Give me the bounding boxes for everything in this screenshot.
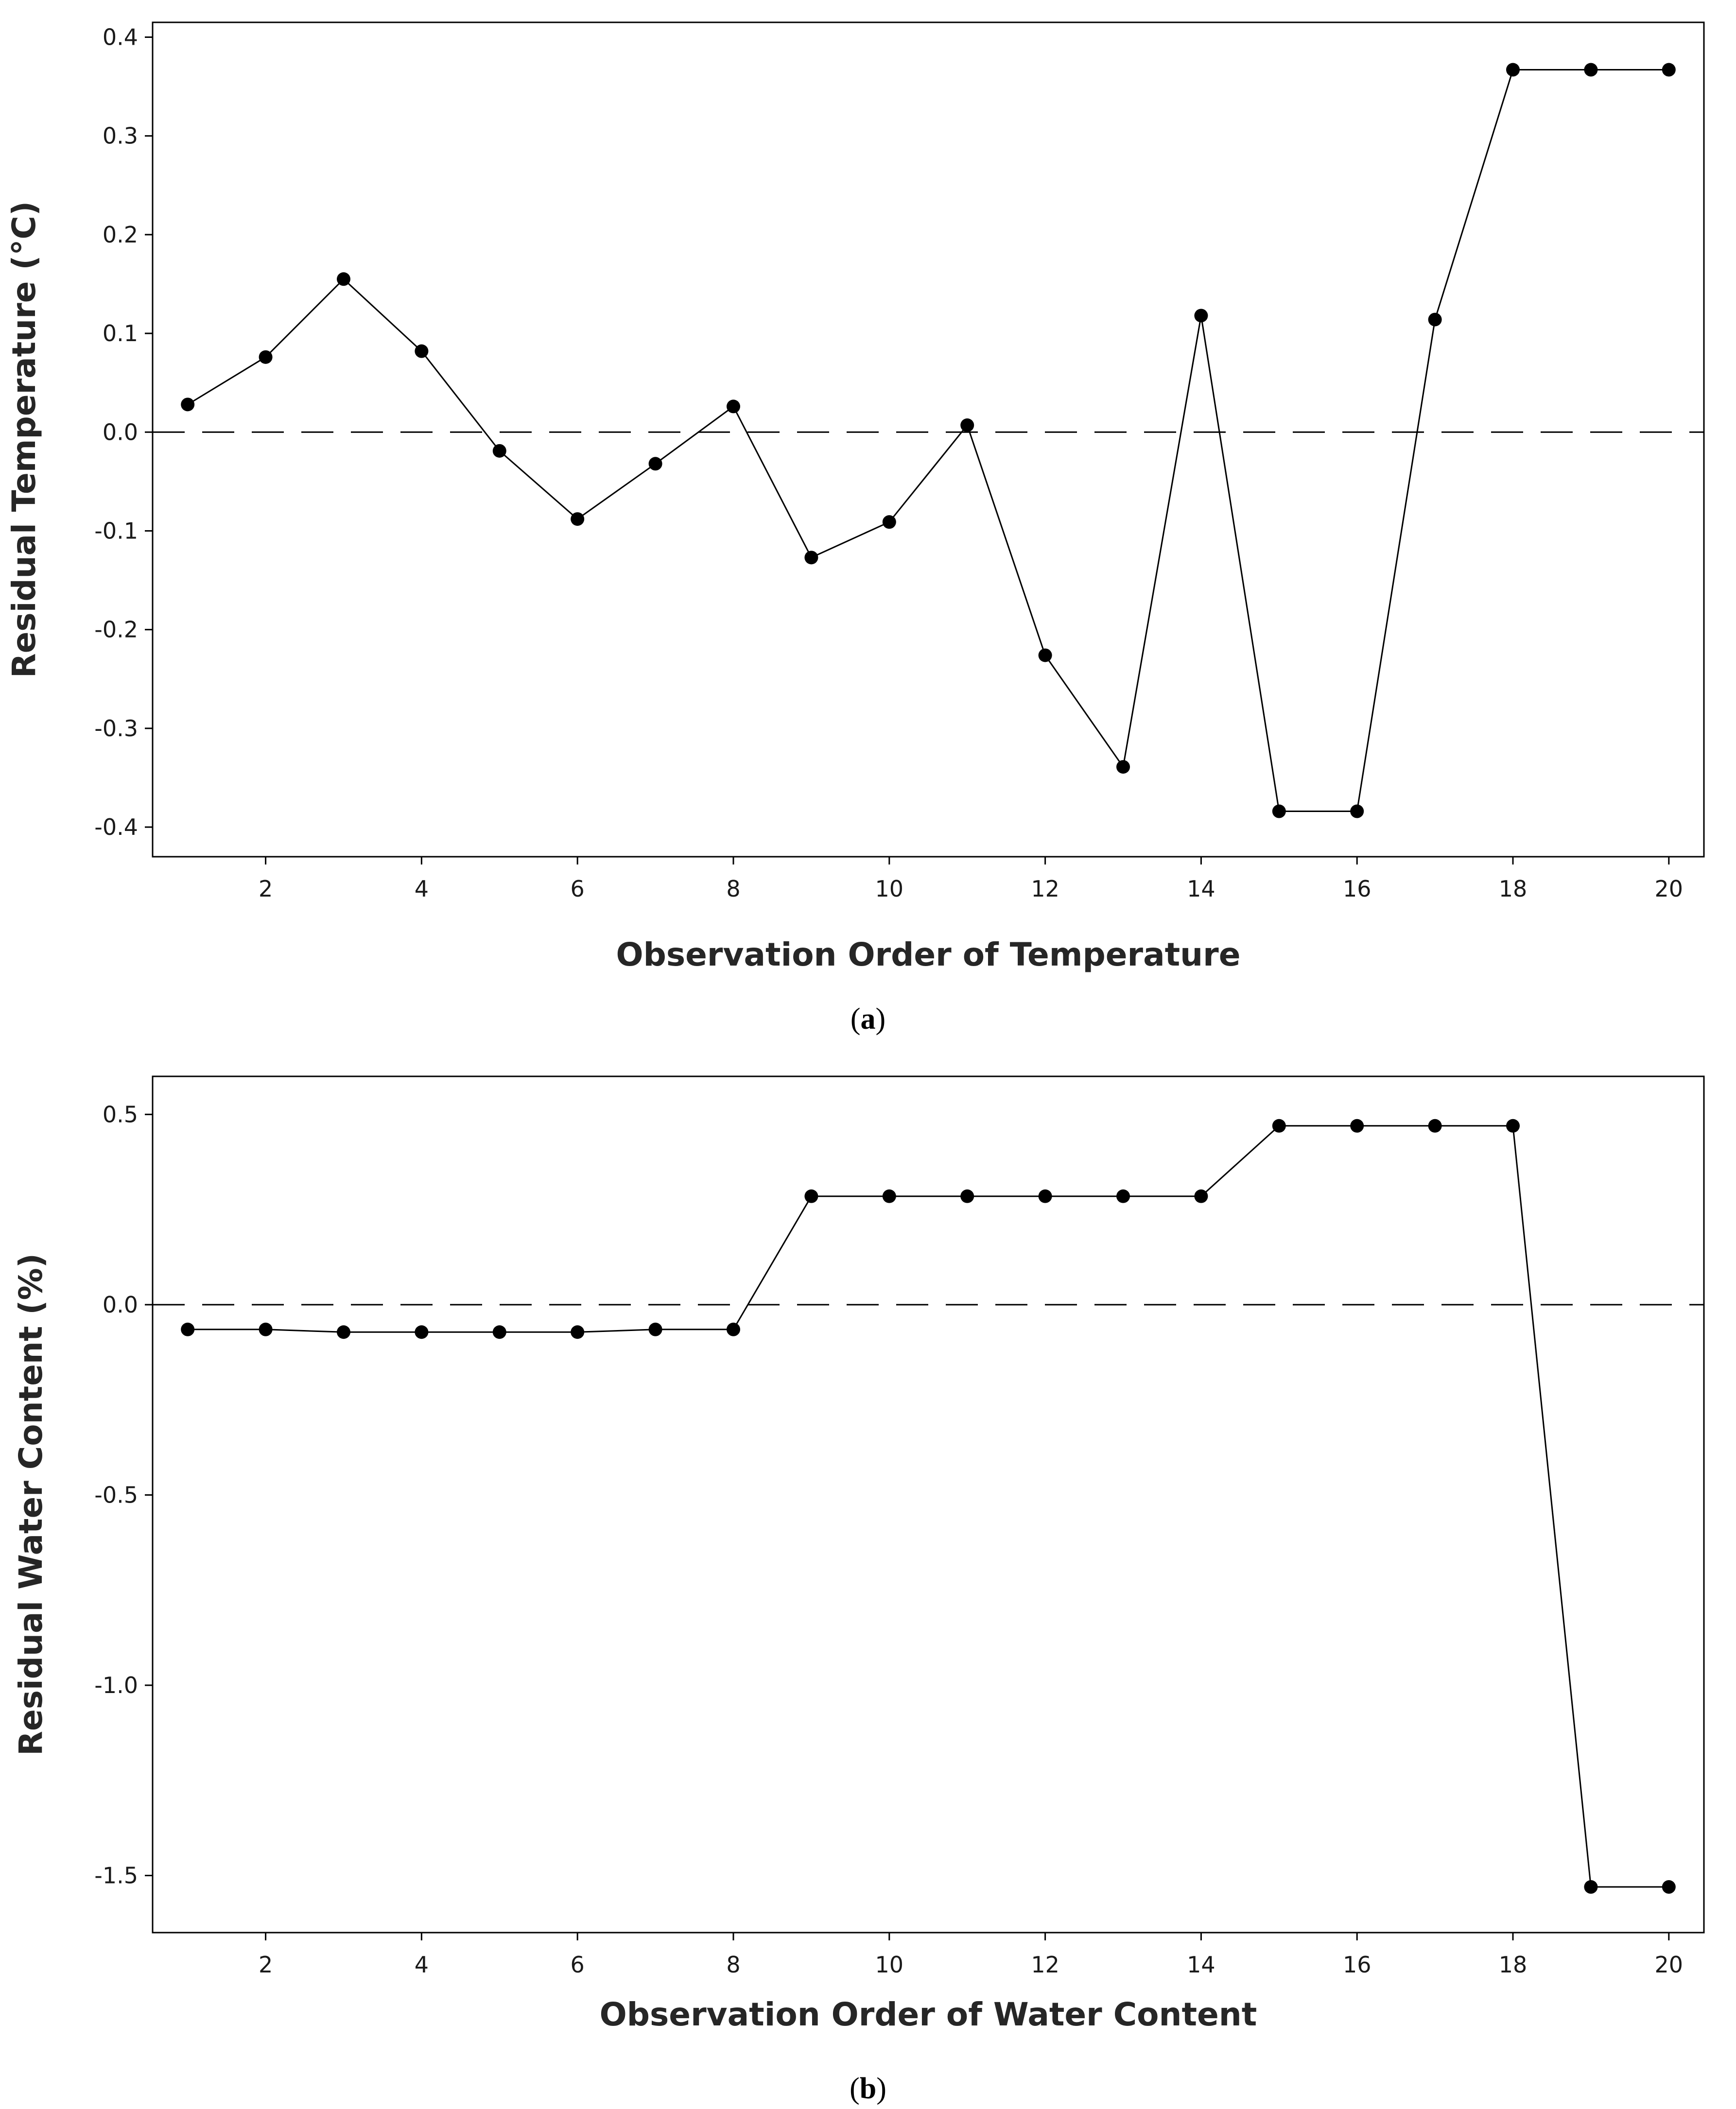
data-point	[1584, 63, 1598, 77]
x-tick-label: 16	[1343, 1952, 1371, 1978]
data-point	[1428, 312, 1442, 327]
data-point	[181, 1322, 195, 1336]
data-point	[492, 1325, 506, 1339]
x-tick-label: 18	[1499, 1952, 1528, 1978]
y-tick-label: 0.3	[103, 123, 138, 149]
data-point	[415, 1325, 429, 1339]
chart-b: -1.5 -1.0 -0.5 0.0 0.5 2 4 6 8 10 12 14 16 18 20 Observ…	[12, 1075, 1705, 2033]
x-tick-label: 4	[415, 1952, 429, 1978]
data-point	[882, 1189, 896, 1203]
y-tick-label: -0.2	[94, 617, 138, 643]
caption-a: (a)	[851, 1003, 885, 1036]
data-point	[1272, 804, 1286, 818]
data-point	[1116, 760, 1130, 774]
x-tick-label: 10	[875, 1952, 904, 1978]
y-tick-label: -0.3	[94, 715, 138, 742]
x-tick-label: 2	[259, 1952, 273, 1978]
x-axis-title: Observation Order of Water Content	[600, 1996, 1257, 2033]
plot-frame	[152, 21, 1705, 858]
x-tick-label: 6	[571, 1952, 585, 1978]
y-axis-title: Residual Water Content (%)	[12, 1253, 50, 1756]
data-point	[492, 444, 506, 458]
data-point	[726, 1322, 740, 1336]
x-tick-label: 2	[259, 876, 273, 902]
data-point	[648, 1322, 662, 1336]
y-tick-label: -1.0	[94, 1672, 138, 1698]
y-axis-title: Residual Temperature (°C)	[5, 201, 43, 678]
data-point	[1272, 1119, 1286, 1133]
data-point	[336, 1325, 350, 1339]
series-line	[188, 1125, 1669, 1888]
caption-b: (b)	[850, 2072, 886, 2105]
data-point	[415, 344, 429, 358]
x-tick-label: 12	[1031, 876, 1059, 902]
x-tick-label: 8	[726, 876, 740, 902]
y-tick-label: -0.1	[94, 518, 138, 544]
x-tick-label: 4	[415, 876, 429, 902]
data-point	[1038, 1189, 1052, 1203]
y-tick-label: 0.0	[103, 1292, 138, 1318]
data-point	[571, 512, 585, 526]
data-point	[960, 1189, 974, 1203]
data-point	[1116, 1189, 1130, 1203]
data-point	[1038, 648, 1052, 662]
data-point	[1662, 1880, 1676, 1894]
data-point	[1506, 1119, 1520, 1133]
data-point	[1194, 309, 1208, 323]
data-point	[960, 418, 974, 432]
y-tick-label: 0.1	[103, 320, 138, 346]
x-tick-label: 20	[1655, 1952, 1684, 1978]
caption-b-letter: b	[860, 2072, 876, 2105]
y-tick-label: 0.0	[103, 419, 138, 445]
data-point	[336, 272, 350, 286]
x-tick-label: 6	[571, 876, 585, 902]
data-point	[1584, 1880, 1598, 1894]
data-point	[1662, 63, 1676, 77]
chart-a: -0.4 -0.3 -0.2 -0.1 0.0 0.1 0.2 0.3 0.4 2 4 6 8 10 12 1…	[5, 21, 1705, 973]
data-point	[648, 457, 662, 471]
data-point	[882, 515, 896, 529]
x-tick-label: 18	[1499, 876, 1528, 902]
data-point	[1194, 1189, 1208, 1203]
x-tick-label: 10	[875, 876, 904, 902]
plot-frame	[152, 1075, 1705, 1934]
x-tick-label: 20	[1655, 876, 1684, 902]
y-tick-label: -1.5	[94, 1863, 138, 1889]
data-point	[181, 398, 195, 412]
x-tick-label: 12	[1031, 1952, 1059, 1978]
data-point	[1506, 63, 1520, 77]
x-tick-label: 16	[1343, 876, 1371, 902]
x-tick-label: 8	[726, 1952, 740, 1978]
y-tick-label: 0.5	[103, 1101, 138, 1127]
data-point	[804, 1189, 818, 1203]
y-tick-label: 0.4	[103, 24, 138, 50]
data-point	[571, 1325, 585, 1339]
x-axis-title: Observation Order of Temperature	[616, 936, 1241, 973]
y-tick-label: 0.2	[103, 222, 138, 248]
data-point	[1428, 1119, 1442, 1133]
y-tick-label: -0.5	[94, 1482, 138, 1508]
series-line	[187, 69, 1669, 812]
x-tick-label: 14	[1187, 876, 1215, 902]
data-point	[259, 350, 273, 364]
data-point	[1350, 804, 1364, 818]
data-point	[726, 399, 740, 414]
x-tick-label: 14	[1187, 1952, 1215, 1978]
data-point	[259, 1322, 273, 1336]
data-point	[804, 551, 818, 565]
data-point	[1350, 1119, 1364, 1133]
caption-a-letter: a	[861, 1003, 876, 1036]
y-tick-label: -0.4	[94, 814, 138, 840]
